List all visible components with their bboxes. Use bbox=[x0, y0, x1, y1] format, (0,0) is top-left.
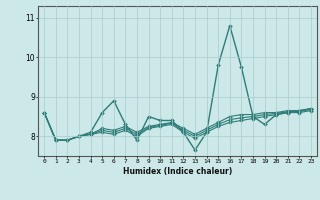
X-axis label: Humidex (Indice chaleur): Humidex (Indice chaleur) bbox=[123, 167, 232, 176]
